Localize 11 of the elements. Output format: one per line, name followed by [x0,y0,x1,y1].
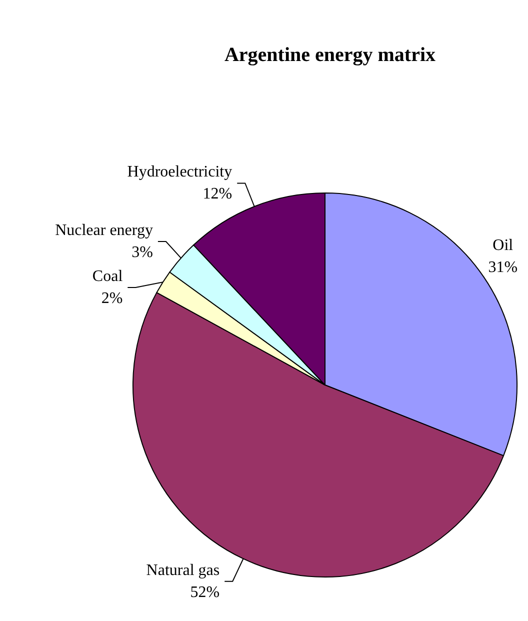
data-label: 12% [202,186,232,203]
data-label: 52% [190,584,220,601]
data-label: 3% [132,244,153,261]
slice-label: Hydroelectricity [127,164,232,181]
slice-label: Natural gas [146,562,220,579]
slice-label: Oil [492,236,514,254]
data-label: 2% [101,290,123,307]
chart-title: Argentine energy matrix [224,44,436,66]
data-label: 31% [488,258,518,276]
slice-label: Coal [92,268,124,285]
slice-label: Nuclear energy [55,222,153,239]
